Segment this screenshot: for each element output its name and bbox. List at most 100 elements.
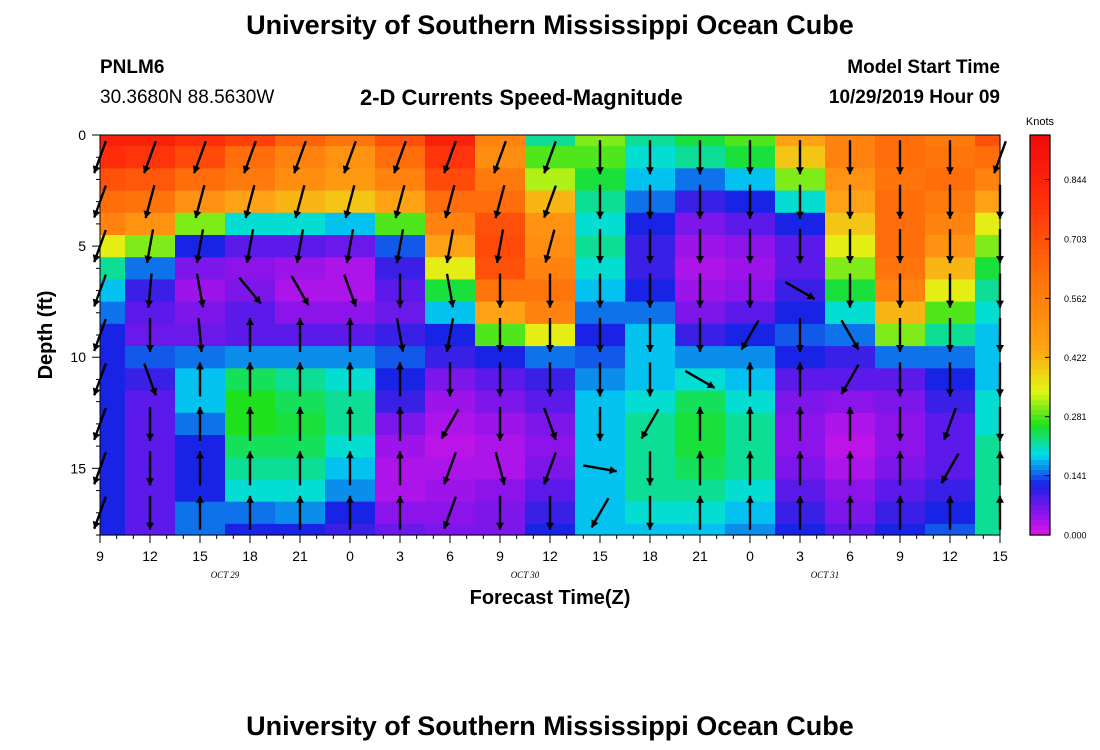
- heatmap-cell: [725, 435, 776, 458]
- vector-arrowhead: [542, 209, 551, 218]
- vector-arrowhead: [442, 476, 451, 485]
- colorbar-segment: [1030, 500, 1050, 506]
- heatmap-cell: [225, 301, 276, 325]
- heatmap-cell: [975, 323, 1001, 347]
- heatmap-cell: [925, 212, 976, 236]
- colorbar-segment: [1030, 400, 1050, 406]
- vector-arrowhead: [546, 389, 554, 397]
- heatmap-cell: [425, 212, 476, 236]
- vector-arrowhead: [447, 299, 456, 308]
- heatmap-cell: [675, 257, 726, 281]
- heatmap-cell: [100, 279, 126, 303]
- x-tick-label: 12: [542, 548, 558, 564]
- heatmap-cell: [725, 168, 776, 192]
- colorbar-segment: [1030, 260, 1050, 266]
- heatmap-cell: [375, 301, 426, 325]
- heatmap-cell: [875, 301, 926, 325]
- heatmap-cell: [325, 346, 376, 369]
- heatmap-cell: [625, 346, 676, 369]
- vector-arrowhead: [193, 210, 202, 219]
- heatmap-cell: [975, 279, 1001, 303]
- vector-arrowhead: [896, 389, 904, 397]
- model-start-label: Model Start Time: [847, 57, 1000, 78]
- vector-arrowhead: [149, 387, 158, 396]
- colorbar-segment: [1030, 360, 1050, 366]
- vector-arrowhead: [696, 300, 704, 308]
- vector-arrowhead: [696, 495, 704, 503]
- vector-arrowhead: [246, 451, 254, 459]
- heatmap-cell: [175, 435, 226, 458]
- vector-arrowhead: [346, 406, 354, 414]
- colorbar-segment: [1030, 145, 1050, 151]
- heatmap-cell: [775, 168, 826, 192]
- heatmap-cell: [275, 257, 326, 281]
- vector-arrowhead: [496, 389, 504, 397]
- heatmap-cell: [975, 501, 1001, 525]
- vector-arrowhead: [146, 433, 154, 441]
- x-tick-label: 15: [992, 548, 1008, 564]
- heatmap-cell: [275, 479, 326, 503]
- heatmap-cell: [475, 301, 526, 325]
- y-tick-label: 10: [70, 349, 86, 365]
- vector-arrowhead: [846, 451, 854, 459]
- vector-arrowhead: [896, 451, 904, 459]
- colorbar-segment: [1030, 315, 1050, 321]
- heatmap-cell: [425, 257, 476, 281]
- heatmap-cell: [775, 435, 826, 458]
- heatmap-cell: [175, 135, 226, 147]
- heatmap-cell: [525, 435, 576, 458]
- heatmap-cell: [525, 346, 576, 369]
- vector-arrowhead: [696, 167, 704, 175]
- vector-arrowhead: [92, 431, 101, 440]
- x-tick-label: 3: [796, 548, 804, 564]
- heatmap-cell: [175, 257, 226, 281]
- heatmap-cell: [675, 212, 726, 236]
- heatmap-cell: [925, 301, 976, 325]
- colorbar-segment: [1030, 230, 1050, 236]
- x-tick-label: 12: [942, 548, 958, 564]
- colorbar-segment: [1030, 250, 1050, 256]
- vector-arrowhead: [946, 167, 954, 175]
- vector-arrowhead: [646, 389, 654, 397]
- colorbar-segment: [1030, 290, 1050, 296]
- heatmap-cell: [625, 435, 676, 458]
- heatmap-cell: [675, 435, 726, 458]
- vector-arrowhead: [146, 478, 154, 486]
- colorbar-segment: [1030, 530, 1050, 536]
- heatmap-cell: [275, 390, 326, 414]
- x-tick-label: 6: [846, 548, 854, 564]
- heatmap-cell: [125, 168, 176, 192]
- heatmap-cell: [975, 457, 1001, 481]
- colorbar-segment: [1030, 270, 1050, 276]
- station-id: PNLM6: [100, 57, 165, 78]
- vector-arrowhead: [706, 381, 715, 388]
- vector-arrowhead: [493, 210, 502, 219]
- colorbar-segment: [1030, 305, 1050, 311]
- heatmap-cell: [825, 257, 876, 281]
- vector-arrowhead: [296, 495, 304, 503]
- vector-arrowhead: [896, 256, 904, 264]
- heatmap-cell: [525, 301, 576, 325]
- vector-arrowhead: [841, 386, 849, 395]
- heatmap-cell: [275, 168, 326, 192]
- colorbar-segment: [1030, 345, 1050, 351]
- colorbar-segment: [1030, 445, 1050, 451]
- vector-arrowhead: [896, 495, 904, 503]
- vector-arrowhead: [596, 389, 604, 397]
- x-axis-title: Forecast Time(Z): [470, 587, 631, 609]
- colorbar-segment: [1030, 465, 1050, 471]
- heatmap-cell: [100, 523, 126, 536]
- heatmap-cell: [725, 390, 776, 414]
- heatmap-cell: [975, 523, 1001, 536]
- vector-arrowhead: [192, 165, 201, 174]
- colorbar-tick-label: 0.844: [1064, 175, 1087, 185]
- heatmap-cell: [225, 435, 276, 458]
- vector-arrowhead: [851, 341, 859, 350]
- heatmap-cell: [975, 168, 1001, 192]
- heatmap-cell: [375, 168, 426, 192]
- vector-arrowhead: [301, 297, 309, 306]
- colorbar-segment: [1030, 435, 1050, 441]
- heatmap-cell: [175, 479, 226, 503]
- vector-arrowhead: [92, 298, 101, 307]
- vector-arrowhead: [92, 209, 101, 218]
